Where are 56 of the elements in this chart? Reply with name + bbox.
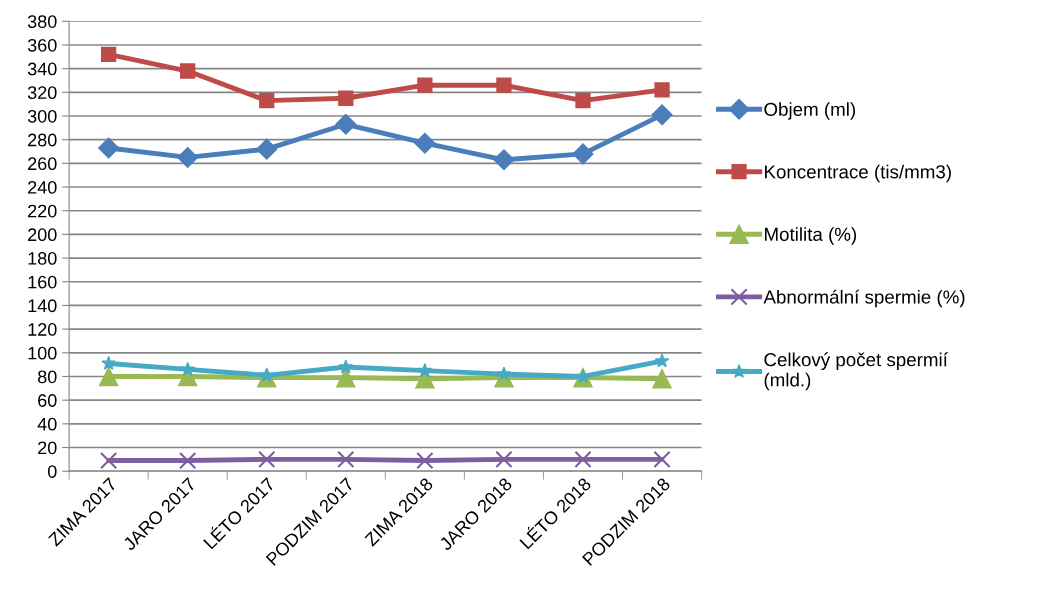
y-tick-label: 60	[38, 394, 57, 407]
point	[259, 92, 275, 109]
point	[416, 451, 434, 470]
point	[651, 104, 673, 126]
y-tick-label: 200	[28, 228, 57, 242]
point	[652, 369, 672, 389]
y-tick-label: 100	[28, 346, 57, 360]
y-tick-label: 240	[28, 180, 57, 194]
point	[495, 450, 513, 469]
y-tick-label: 160	[28, 275, 57, 289]
legend-label: Abnormální spermie (%)	[763, 289, 965, 308]
y-tick-label: 360	[27, 38, 57, 52]
y-tick-label: 260	[28, 157, 57, 171]
point	[258, 450, 276, 469]
y-tick-label: 300	[27, 109, 57, 123]
point	[99, 451, 118, 470]
y-tick-label: 80	[37, 370, 57, 384]
point	[256, 138, 278, 160]
point	[98, 137, 120, 159]
point	[177, 146, 199, 168]
point	[654, 82, 670, 98]
y-tick-label: 340	[27, 62, 57, 76]
point	[496, 77, 512, 93]
y-tick-label: 0	[47, 465, 57, 478]
y-tick-label: 380	[27, 15, 57, 28]
point	[653, 450, 671, 469]
point	[493, 149, 515, 171]
point	[338, 90, 354, 106]
point	[180, 361, 195, 376]
point	[417, 362, 433, 377]
point	[335, 113, 357, 135]
point	[179, 451, 197, 470]
y-tick-label: 220	[28, 204, 57, 218]
point	[338, 359, 354, 374]
point	[572, 143, 594, 165]
point	[98, 366, 119, 387]
y-tick-label: 140	[28, 299, 57, 313]
point	[574, 450, 592, 469]
legend-label: Motilita (%)	[764, 227, 857, 245]
point	[100, 46, 117, 63]
y-tick-label: 40	[37, 417, 57, 431]
y-tick-label: 20	[38, 441, 57, 455]
point	[417, 77, 433, 93]
point	[101, 355, 116, 370]
y-tick-label: 180	[28, 252, 57, 265]
point	[414, 132, 436, 154]
point	[575, 92, 591, 109]
point	[180, 63, 196, 79]
point	[654, 353, 670, 368]
legend-label: Objem (ml)	[764, 102, 855, 120]
y-tick-label: 320	[27, 86, 57, 100]
legend-label: Koncentrace (tis/mm3)	[764, 164, 951, 183]
y-tick-label: 120	[28, 323, 57, 336]
y-tick-label: 280	[28, 133, 57, 147]
point	[337, 450, 355, 469]
legend-label: Celkový počet spermií (mld.)	[764, 352, 948, 391]
